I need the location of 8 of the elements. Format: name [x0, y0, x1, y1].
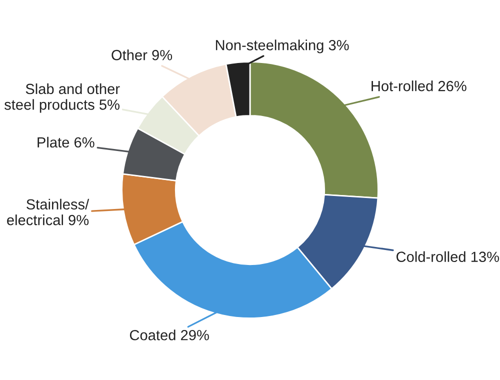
- slice-label: Non-steelmaking 3%: [216, 40, 349, 54]
- slice-label: Slab and other steel products 5%: [4, 83, 120, 113]
- slice-label: Hot-rolled 26%: [372, 80, 466, 92]
- slice-label: Other 9%: [112, 50, 172, 60]
- slice-label: Stainless/ electrical 9%: [7, 198, 90, 226]
- slice-label: Plate 6%: [38, 136, 94, 148]
- slice-label: Cold-rolled 13%: [396, 251, 500, 262]
- slice-label: Coated 29%: [130, 330, 209, 340]
